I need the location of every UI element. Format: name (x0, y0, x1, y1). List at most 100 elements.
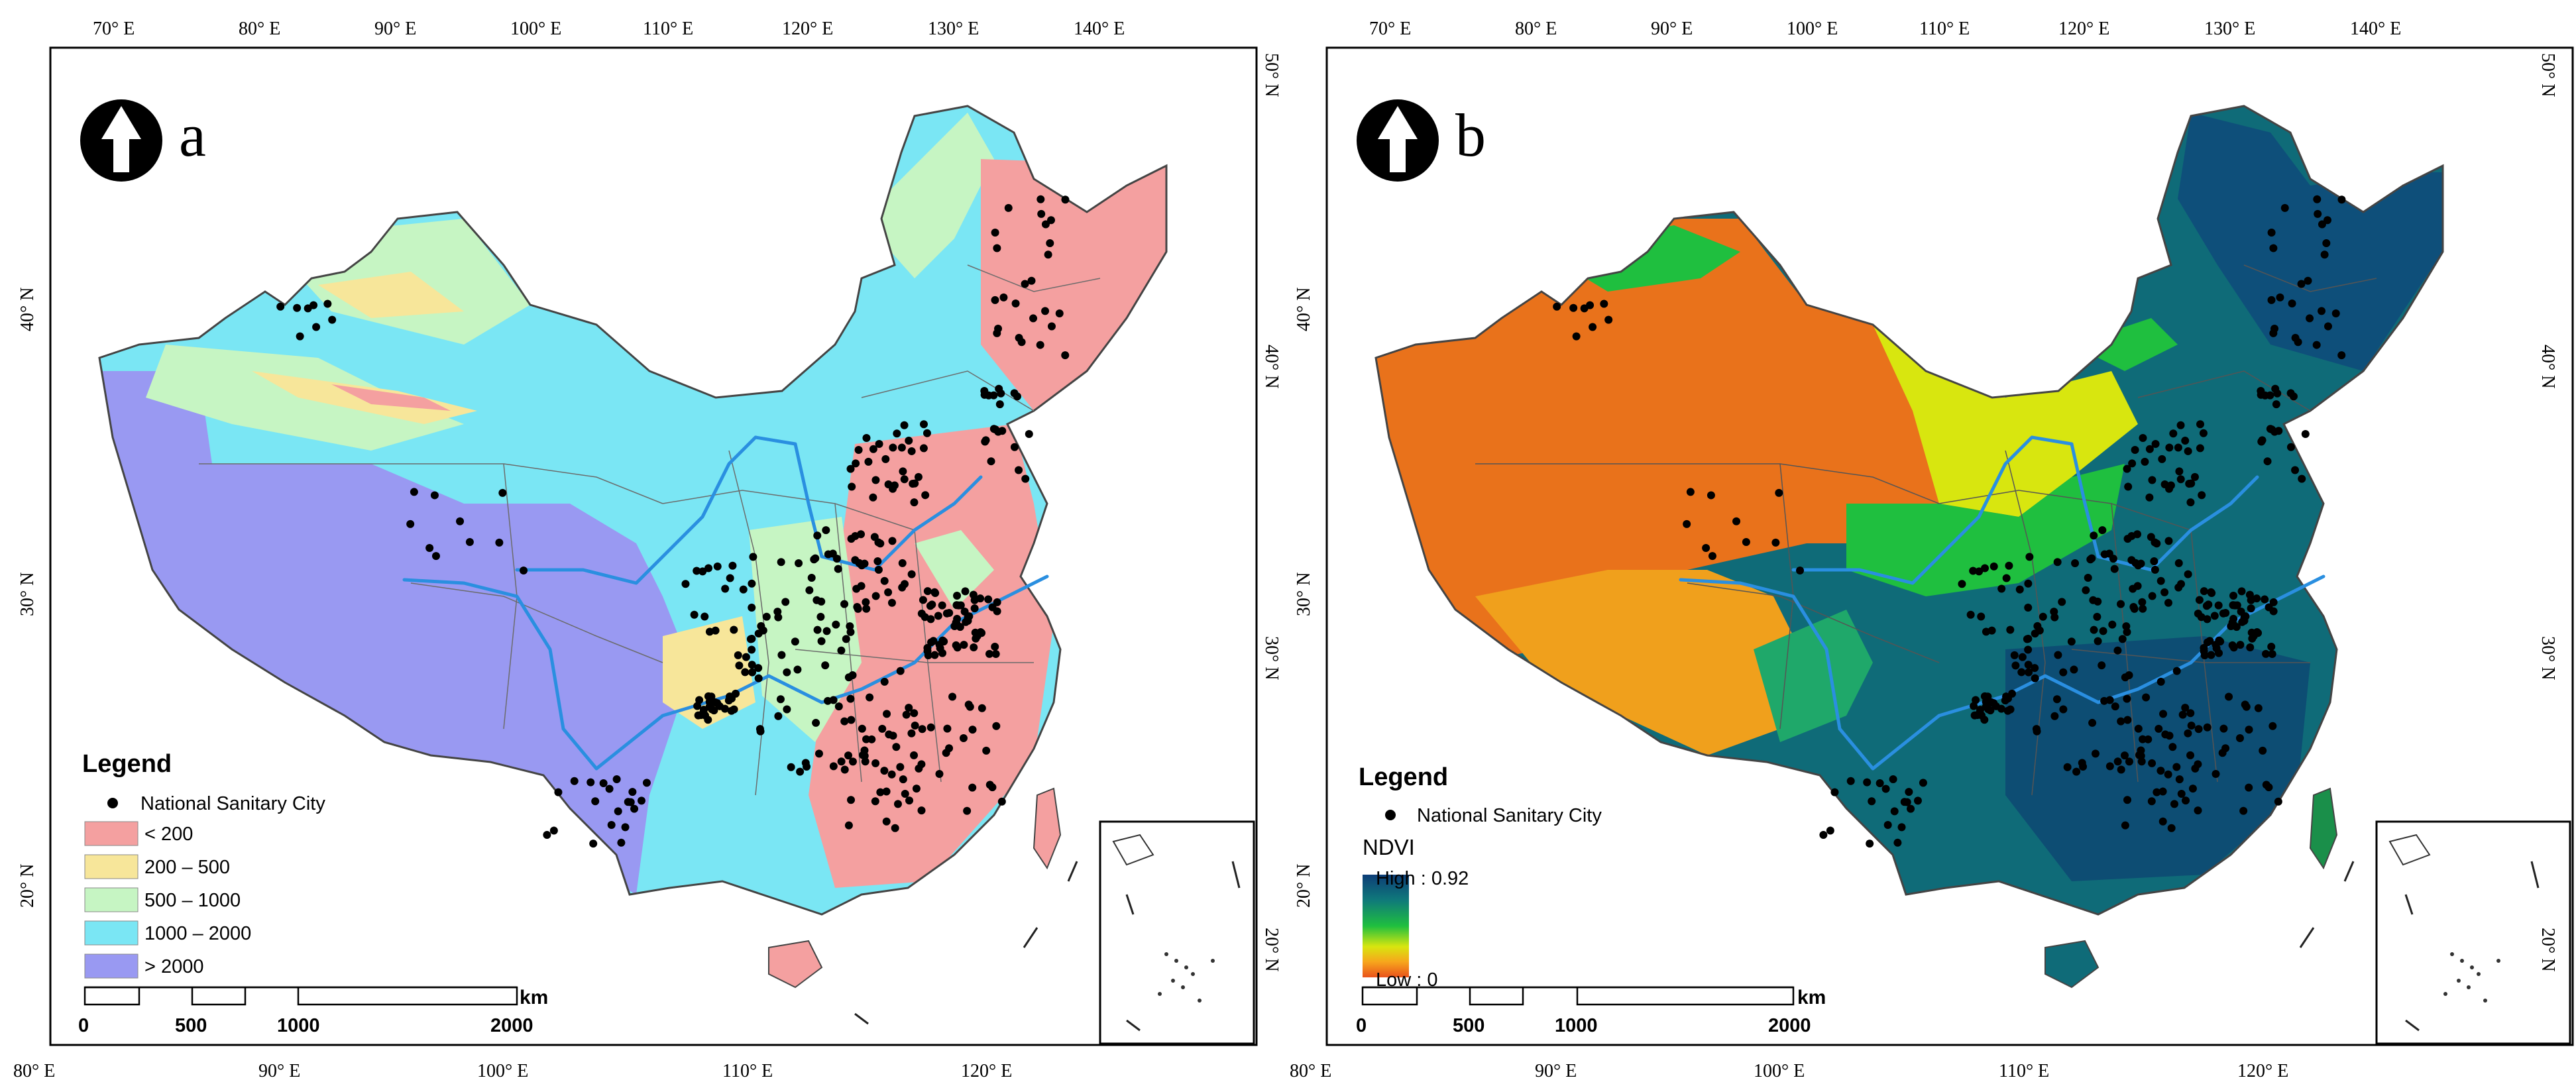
city-point (847, 716, 856, 724)
city-point (2148, 592, 2156, 600)
city-point (309, 301, 318, 309)
city-point (2121, 751, 2129, 760)
city-point (1572, 332, 1581, 341)
city-point (2024, 579, 2033, 588)
city-point (813, 626, 822, 634)
graticule-top-label: 110° E (643, 19, 693, 39)
city-point (2168, 743, 2177, 751)
city-point (902, 710, 911, 719)
city-point (888, 537, 897, 545)
city-point (2176, 475, 2185, 484)
city-point (898, 583, 907, 592)
city-point (854, 604, 862, 613)
city-point (914, 472, 923, 481)
city-point (2082, 586, 2090, 594)
city-point (2176, 421, 2185, 429)
city-point (905, 796, 914, 805)
graticule-top-label: 90° E (374, 19, 416, 39)
city-point (2172, 763, 2181, 771)
city-point (2031, 664, 2039, 673)
city-point (869, 493, 877, 502)
city-point (754, 664, 763, 673)
city-point (840, 717, 849, 726)
city-point (901, 789, 909, 798)
city-point (1708, 552, 1716, 561)
map-b-hainan (2044, 940, 2100, 989)
city-point (704, 564, 713, 572)
city-point (2187, 721, 2196, 730)
map-b-scale-bar: km 0 500 1000 2000 (1356, 986, 1826, 1036)
city-point (840, 765, 849, 774)
city-point (773, 608, 782, 616)
city-point (591, 797, 600, 806)
city-point (726, 574, 734, 582)
city-point (1975, 567, 1984, 576)
city-point (617, 838, 626, 847)
city-point (966, 702, 974, 711)
city-point (2254, 704, 2263, 712)
city-point (934, 612, 942, 620)
city-point (465, 538, 474, 547)
city-point (1047, 322, 1056, 331)
city-point (406, 519, 415, 528)
city-point (2134, 724, 2143, 733)
city-point (907, 729, 916, 737)
city-point (896, 763, 905, 771)
graticule-bottom-label: 80° E (1290, 1061, 1331, 1081)
city-point (626, 798, 635, 806)
city-point (953, 592, 962, 600)
city-point (1868, 797, 1876, 806)
city-point (2253, 594, 2261, 603)
city-point (2067, 637, 2076, 646)
city-point (915, 764, 923, 773)
city-point (887, 598, 896, 607)
city-point (837, 757, 846, 766)
city-point (2237, 587, 2246, 596)
city-point (1021, 474, 1030, 483)
city-point (2156, 576, 2165, 585)
map-b-panel-label: b (1455, 101, 1486, 169)
city-point (700, 612, 709, 621)
city-point (312, 323, 321, 331)
map-b-scale-label-0: 0 (1356, 1015, 1367, 1036)
city-point (2169, 429, 2178, 438)
city-point (2018, 653, 2027, 661)
city-point (2035, 626, 2044, 635)
city-point (880, 767, 889, 775)
city-point (2052, 695, 2061, 704)
city-point (848, 757, 857, 766)
city-point (293, 303, 302, 312)
city-point (791, 637, 799, 646)
city-point (829, 762, 838, 771)
city-point (2024, 604, 2033, 612)
city-point (959, 734, 968, 742)
city-point (2274, 797, 2282, 806)
city-point (2011, 661, 2020, 670)
city-point (2151, 565, 2159, 574)
city-point (2204, 638, 2212, 647)
city-point (2005, 561, 2013, 570)
city-point (918, 725, 926, 734)
city-point (930, 588, 939, 596)
city-point (710, 706, 718, 715)
city-point (2212, 641, 2220, 649)
city-point (881, 455, 890, 463)
map-b-nine-dash-line (2299, 861, 2355, 948)
city-point (742, 653, 750, 661)
graticule-right-label: 20° N (1261, 928, 1282, 971)
map-a-scale-label-500: 500 (175, 1015, 207, 1036)
city-point (2054, 651, 2062, 659)
city-point (1021, 280, 1029, 288)
city-point (2125, 671, 2133, 679)
city-point (2123, 464, 2131, 473)
city-point (817, 637, 826, 645)
city-point (2156, 767, 2165, 775)
city-point (2164, 770, 2172, 779)
city-point (2059, 668, 2068, 677)
city-point (1866, 840, 1874, 848)
city-point (840, 600, 849, 608)
city-point (777, 651, 786, 659)
city-point (2156, 677, 2165, 686)
map-b-legend-title: Legend (1359, 763, 1448, 791)
city-point (981, 437, 989, 446)
